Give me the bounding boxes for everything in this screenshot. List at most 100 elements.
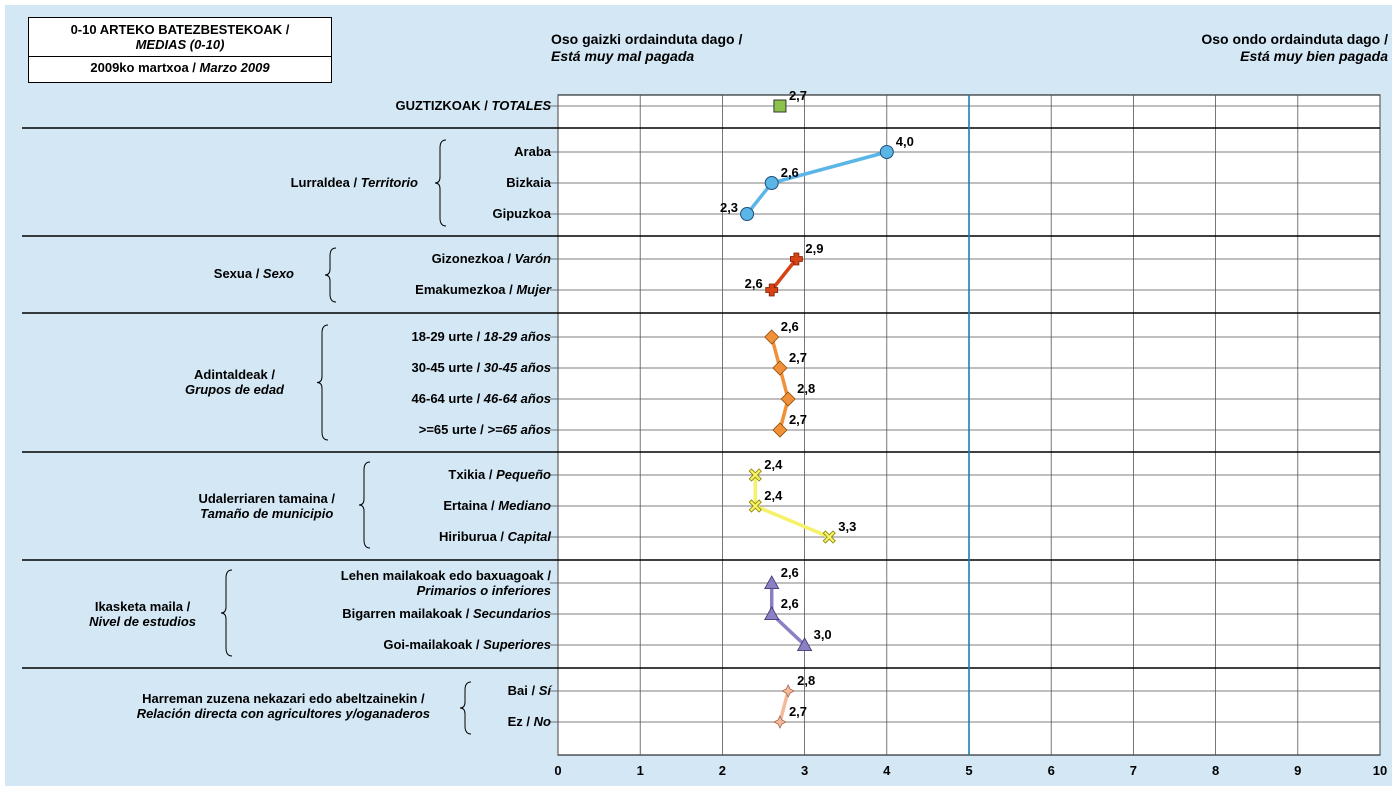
data-label: 2,6 (781, 165, 799, 180)
row-label: >=65 urte / >=65 años (419, 422, 551, 437)
cross-marker (765, 283, 779, 297)
group-label-eu: Ikasketa maila / (94, 599, 191, 614)
x-tick-label: 8 (1212, 763, 1219, 778)
group-label: Sexua / Sexo (214, 266, 294, 281)
triangle-marker (796, 637, 813, 651)
triangle-marker (764, 606, 780, 620)
row-label-eu: Gipuzkoa (492, 206, 551, 221)
group-label-es: Nivel de estudios (89, 614, 196, 629)
data-label: 2,9 (805, 241, 823, 256)
row-label-eu: Emakumezkoa / (415, 282, 517, 297)
row-label-es: No (533, 714, 551, 729)
scale-header-left-es: Está muy mal pagada (551, 48, 695, 64)
row-label-eu: Bigarren mailakoak / (342, 606, 473, 621)
row-label-es: Varón (514, 251, 551, 266)
circle-marker (740, 207, 755, 221)
x-tick-label: 5 (965, 763, 972, 778)
series-line (770, 336, 790, 431)
row-label-eu: Araba (514, 144, 551, 159)
star-marker (773, 715, 787, 729)
group-label: Harreman zuzena nekazari edo abeltzainek… (137, 691, 430, 721)
data-label: 3,0 (814, 627, 832, 642)
circle-marker (764, 176, 779, 190)
row-label: 46-64 urte / 46-64 años (412, 391, 551, 406)
x-marker (748, 468, 762, 482)
row-label: 30-45 urte / 30-45 años (412, 360, 551, 375)
row-label: GUZTIZKOAK / TOTALES (395, 98, 551, 113)
square-marker (773, 99, 787, 113)
row-label-eu: GUZTIZKOAK / (395, 98, 492, 113)
row-label: Lehen mailakoak edo baxuagoak / Primarios… (341, 568, 551, 598)
group-label: Udalerriaren tamaina / Tamaño de municipi… (198, 491, 335, 521)
series-line (770, 257, 798, 292)
group-label-eu: Sexua / (213, 266, 263, 281)
group-brace (459, 681, 472, 735)
diamond-marker (772, 360, 788, 376)
group-label-eu: Adintaldeak / (194, 367, 275, 382)
data-label: 2,7 (789, 350, 807, 365)
row-label-eu: Txikia / (448, 467, 497, 482)
group-label: Ikasketa maila / Nivel de estudios (89, 599, 196, 629)
diamond-marker (780, 391, 796, 407)
group-brace (324, 247, 337, 303)
data-label: 2,6 (745, 276, 763, 291)
row-label: Bigarren mailakoak / Secundarios (342, 606, 551, 621)
row-label-es: TOTALES (491, 98, 551, 113)
group-label-eu: Udalerriaren tamaina / (198, 491, 335, 506)
group-label-eu: Harreman zuzena nekazari edo abeltzainek… (142, 691, 425, 706)
title-date: 2009ko martxoa / Marzo 2009 (29, 56, 331, 75)
row-label-eu: Gizonezkoa / (431, 251, 515, 266)
group-label-es: Sexo (262, 266, 294, 281)
row-label: Ez / No (508, 714, 551, 729)
row-label-eu: Ez / (507, 714, 534, 729)
x-tick-label: 1 (637, 763, 644, 778)
group-label-es: Relación directa con agricultores y/ogan… (136, 706, 430, 721)
data-label: 2,7 (789, 412, 807, 427)
group-label: Lurraldea / Territorio (291, 175, 418, 190)
title-date-es: Marzo 2009 (199, 60, 270, 75)
x-tick-label: 0 (554, 763, 561, 778)
scale-header-left-eu: Oso gaizki ordainduta dago / (551, 31, 743, 47)
x-tick-label: 10 (1373, 763, 1387, 778)
group-brace (434, 139, 447, 227)
row-label-eu: Goi-mailakoak / (383, 637, 484, 652)
row-label: Araba (514, 144, 551, 159)
scale-header-right-eu: Oso ondo ordainduta dago / (1201, 31, 1388, 47)
data-label: 4,0 (896, 134, 914, 149)
circle-marker (879, 145, 894, 159)
data-label: 2,3 (720, 200, 738, 215)
x-tick-label: 9 (1294, 763, 1301, 778)
row-label-es: Primarios o inferiores (416, 583, 551, 598)
row-label: Gipuzkoa (492, 206, 551, 221)
row-label-eu: 18-29 urte / (411, 329, 484, 344)
scale-header-right-es: Está muy bien pagada (1240, 48, 1388, 64)
diamond-marker (764, 329, 780, 345)
group-label-es: Grupos de edad (185, 382, 284, 397)
title-date-eu: 2009ko martxoa / (90, 60, 200, 75)
row-label: Bizkaia (506, 175, 551, 190)
title-line-1: 0-10 ARTEKO BATEZBESTEKOAK / (70, 22, 290, 37)
row-label-eu: >=65 urte / (418, 422, 488, 437)
group-label-es: Territorio (360, 175, 418, 190)
row-label-eu: Ertaina / (443, 498, 499, 513)
row-label-eu: Bizkaia (506, 175, 551, 190)
row-label: 18-29 urte / 18-29 años (412, 329, 551, 344)
row-label: Ertaina / Mediano (443, 498, 551, 513)
row-label-es: Mediano (498, 498, 551, 513)
x-tick-label: 7 (1130, 763, 1137, 778)
row-label-eu: 30-45 urte / (411, 360, 484, 375)
triangle-marker (764, 575, 780, 589)
row-label: Goi-mailakoak / Superiores (383, 637, 551, 652)
group-label-eu: Lurraldea / (290, 175, 361, 190)
row-label: Bai / Sí (508, 683, 551, 698)
row-label-es: Superiores (483, 637, 551, 652)
data-label: 2,8 (797, 673, 815, 688)
row-label: Txikia / Pequeño (448, 467, 551, 482)
diamond-marker (772, 422, 788, 438)
data-label: 2,7 (789, 88, 807, 103)
row-label-es: >=65 años (487, 422, 551, 437)
row-label: Hiriburua / Capital (439, 529, 551, 544)
row-label-es: 46-64 años (483, 391, 551, 406)
row-label-es: Secundarios (472, 606, 551, 621)
